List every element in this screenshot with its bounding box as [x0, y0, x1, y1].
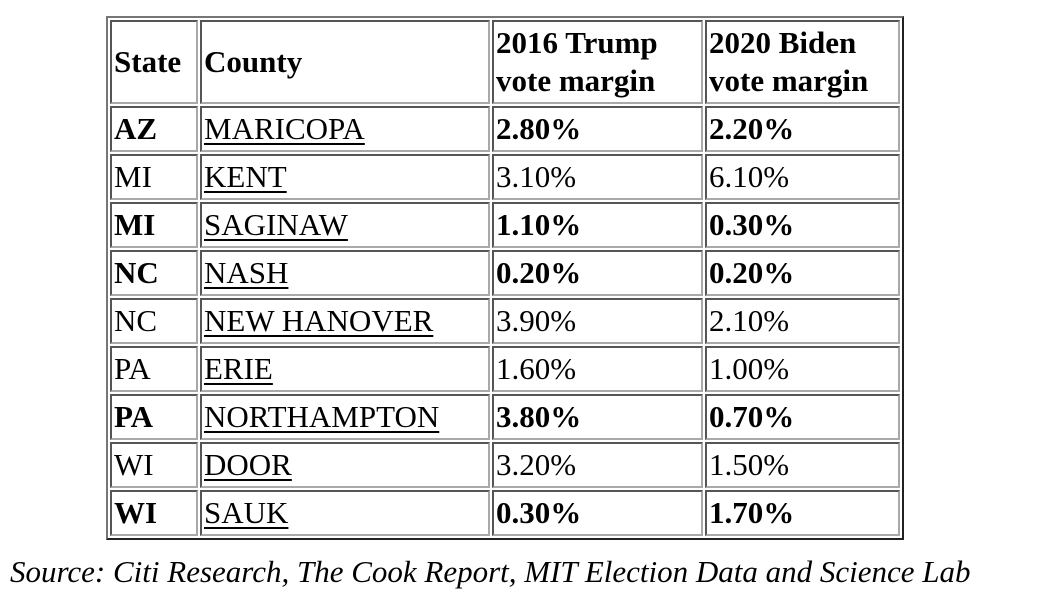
- state-cell: WI: [110, 442, 198, 488]
- table-row: PA NORTHAMPTON 3.80% 0.70%: [110, 394, 900, 440]
- source-caption: Source: Citi Research, The Cook Report, …: [10, 554, 971, 589]
- margin-2020-cell: 1.00%: [705, 346, 900, 392]
- county-cell: DOOR: [200, 442, 490, 488]
- county-link[interactable]: NORTHAMPTON: [204, 399, 440, 434]
- table-row: NC NEW HANOVER 3.90% 2.10%: [110, 298, 900, 344]
- county-link[interactable]: SAGINAW: [204, 207, 348, 242]
- margin-2020-cell: 1.70%: [705, 490, 900, 536]
- margin-2016-cell: 0.30%: [492, 490, 703, 536]
- table-row: WI SAUK 0.30% 1.70%: [110, 490, 900, 536]
- state-cell: PA: [110, 346, 198, 392]
- county-cell: SAUK: [200, 490, 490, 536]
- margin-2020-cell: 0.30%: [705, 202, 900, 248]
- state-cell: NC: [110, 298, 198, 344]
- vote-margin-table-container: State County 2016 Trump vote margin 2020…: [106, 16, 904, 540]
- header-row: State County 2016 Trump vote margin 2020…: [110, 20, 900, 104]
- margin-2016-cell: 3.10%: [492, 154, 703, 200]
- margin-2016-cell: 1.60%: [492, 346, 703, 392]
- county-cell: KENT: [200, 154, 490, 200]
- table-row: WI DOOR 3.20% 1.50%: [110, 442, 900, 488]
- state-cell: MI: [110, 202, 198, 248]
- state-cell: MI: [110, 154, 198, 200]
- state-cell: NC: [110, 250, 198, 296]
- header-2020-biden-margin: 2020 Biden vote margin: [705, 20, 900, 104]
- table-row: MI KENT 3.10% 6.10%: [110, 154, 900, 200]
- county-link[interactable]: KENT: [204, 159, 287, 194]
- margin-2020-cell: 2.10%: [705, 298, 900, 344]
- county-link[interactable]: SAUK: [204, 495, 289, 530]
- margin-2016-cell: 3.90%: [492, 298, 703, 344]
- margin-2016-cell: 2.80%: [492, 106, 703, 152]
- county-cell: MARICOPA: [200, 106, 490, 152]
- state-cell: WI: [110, 490, 198, 536]
- state-cell: PA: [110, 394, 198, 440]
- county-link[interactable]: NASH: [204, 255, 289, 290]
- table-row: MI SAGINAW 1.10% 0.30%: [110, 202, 900, 248]
- county-link[interactable]: DOOR: [204, 447, 292, 482]
- county-link[interactable]: NEW HANOVER: [204, 303, 434, 338]
- margin-2016-cell: 3.20%: [492, 442, 703, 488]
- margin-2020-cell: 0.20%: [705, 250, 900, 296]
- vote-margin-table: State County 2016 Trump vote margin 2020…: [106, 16, 904, 540]
- header-2016-trump-margin: 2016 Trump vote margin: [492, 20, 703, 104]
- table-row: AZ MARICOPA 2.80% 2.20%: [110, 106, 900, 152]
- header-state: State: [110, 20, 198, 104]
- margin-2016-cell: 3.80%: [492, 394, 703, 440]
- margin-2016-cell: 0.20%: [492, 250, 703, 296]
- county-cell: SAGINAW: [200, 202, 490, 248]
- margin-2020-cell: 1.50%: [705, 442, 900, 488]
- table-row: PA ERIE 1.60% 1.00%: [110, 346, 900, 392]
- county-cell: ERIE: [200, 346, 490, 392]
- state-cell: AZ: [110, 106, 198, 152]
- margin-2016-cell: 1.10%: [492, 202, 703, 248]
- county-link[interactable]: ERIE: [204, 351, 273, 386]
- table-row: NC NASH 0.20% 0.20%: [110, 250, 900, 296]
- header-county: County: [200, 20, 490, 104]
- margin-2020-cell: 2.20%: [705, 106, 900, 152]
- county-cell: NORTHAMPTON: [200, 394, 490, 440]
- county-cell: NEW HANOVER: [200, 298, 490, 344]
- margin-2020-cell: 0.70%: [705, 394, 900, 440]
- county-link[interactable]: MARICOPA: [204, 111, 365, 146]
- county-cell: NASH: [200, 250, 490, 296]
- margin-2020-cell: 6.10%: [705, 154, 900, 200]
